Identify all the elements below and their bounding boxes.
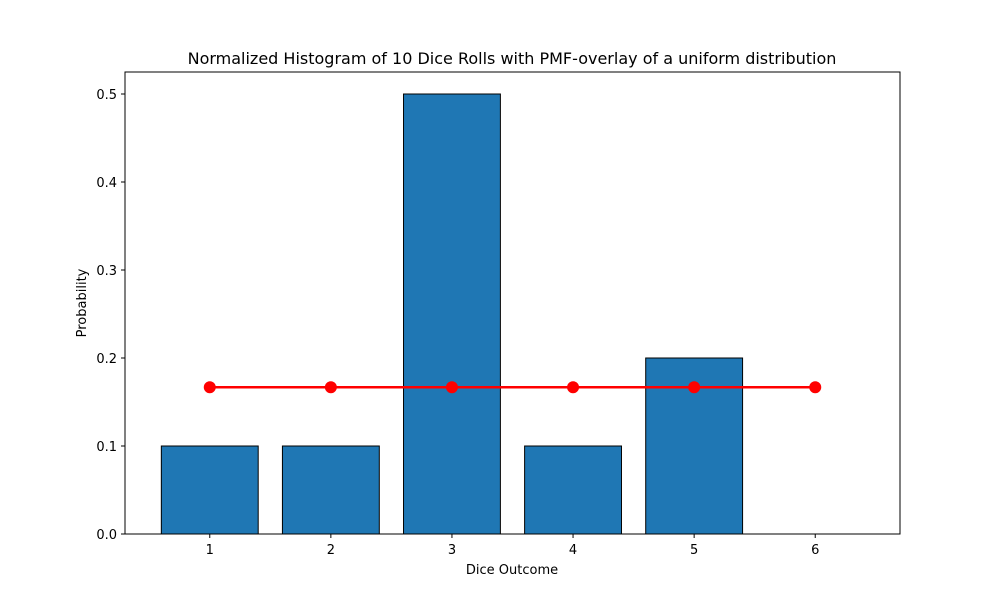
x-axis: 1 2 3 4 5 6 xyxy=(206,534,819,558)
bar-1 xyxy=(160,445,259,535)
pmf-marker-6 xyxy=(809,381,822,394)
plot-area xyxy=(160,93,822,535)
x-tick-label-1: 1 xyxy=(206,543,214,558)
pmf-marker-5 xyxy=(688,381,701,394)
bar-4 xyxy=(524,445,622,535)
bar-2 xyxy=(281,445,380,535)
bar-3 xyxy=(403,93,501,535)
y-tick-label-1: 0.1 xyxy=(96,440,117,455)
y-axis-label: Probability xyxy=(75,268,90,337)
x-axis-label: Dice Outcome xyxy=(466,563,558,578)
y-tick-label-4: 0.4 xyxy=(96,176,117,191)
pmf-marker-4 xyxy=(567,381,580,394)
y-axis: 0.0 0.1 0.2 0.3 0.4 0.5 xyxy=(96,88,125,543)
y-tick-label-5: 0.5 xyxy=(96,88,117,103)
axes-frame xyxy=(124,71,901,535)
chart-title: Normalized Histogram of 10 Dice Rolls wi… xyxy=(188,49,837,68)
pmf-marker-1 xyxy=(203,381,216,394)
y-tick-label-0: 0.0 xyxy=(96,528,117,543)
x-tick-label-2: 2 xyxy=(327,543,335,558)
x-tick-label-5: 5 xyxy=(690,543,698,558)
x-tick-label-3: 3 xyxy=(448,543,456,558)
pmf-marker-2 xyxy=(324,381,337,394)
x-tick-label-6: 6 xyxy=(811,543,819,558)
x-tick-label-4: 4 xyxy=(569,543,577,558)
y-tick-label-3: 0.3 xyxy=(96,264,117,279)
y-tick-label-2: 0.2 xyxy=(96,352,117,367)
pmf-marker-3 xyxy=(445,381,458,394)
